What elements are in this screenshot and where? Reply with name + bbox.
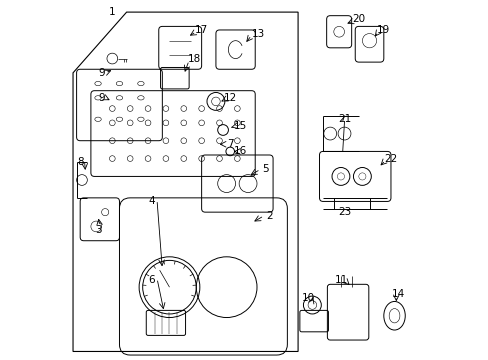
Text: 19: 19: [376, 25, 389, 35]
Text: 9: 9: [98, 68, 105, 78]
Text: 11: 11: [334, 275, 347, 285]
Text: 9: 9: [98, 93, 105, 103]
Text: 22: 22: [384, 154, 397, 163]
Text: 10: 10: [302, 293, 315, 303]
Text: 7: 7: [226, 139, 233, 149]
Text: 20: 20: [351, 14, 365, 24]
Text: 15: 15: [234, 121, 247, 131]
Text: 16: 16: [234, 147, 247, 157]
Text: 14: 14: [391, 289, 404, 299]
Text: 2: 2: [265, 211, 272, 221]
Text: 23: 23: [337, 207, 350, 217]
Text: 13: 13: [252, 28, 265, 39]
Text: 6: 6: [148, 275, 155, 285]
Text: 17: 17: [195, 25, 208, 35]
Text: 5: 5: [262, 164, 269, 174]
Text: 1: 1: [109, 7, 115, 17]
Text: 3: 3: [95, 225, 101, 235]
Text: 4: 4: [148, 197, 155, 206]
Text: 12: 12: [223, 93, 236, 103]
Text: 21: 21: [337, 114, 350, 124]
Text: 8: 8: [77, 157, 83, 167]
Text: 18: 18: [187, 54, 201, 64]
